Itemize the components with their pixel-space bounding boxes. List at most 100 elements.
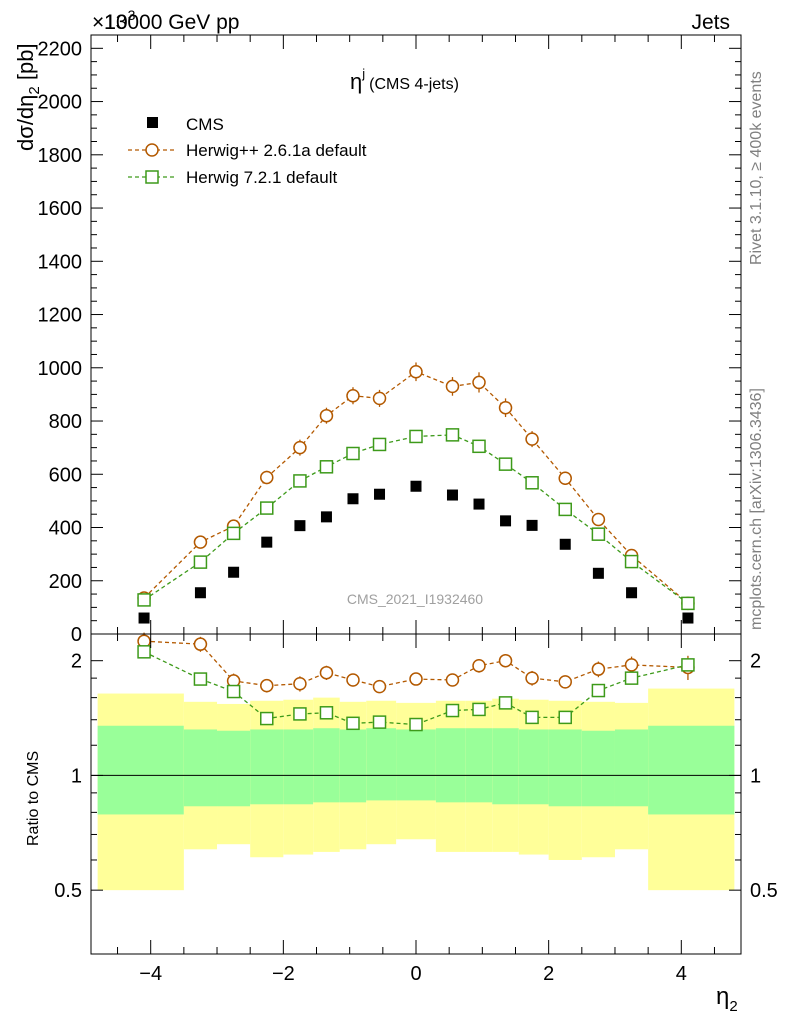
herwig7-point	[558, 502, 572, 517]
herwigpp-point	[591, 512, 606, 527]
herwig7-point	[409, 429, 423, 444]
herwig7-point	[591, 527, 606, 541]
ratio-herwigpp-point	[624, 658, 639, 672]
main-y-tick-label: 2000	[38, 92, 83, 114]
main-y-label: dσ/dη2 [pb]	[13, 43, 43, 151]
ratio-herwig7-point	[319, 706, 334, 720]
process-label: Jets	[691, 11, 730, 34]
ratio-herwig7-point	[558, 710, 572, 725]
herwig7-point	[193, 555, 208, 569]
main-y-tick-label: 200	[49, 571, 82, 593]
ratio-band-inner	[217, 730, 251, 807]
ratio-frame	[90, 633, 742, 955]
herwigpp-point	[193, 535, 208, 549]
herwig7-point	[472, 439, 486, 454]
ratio-band-inner	[97, 725, 184, 815]
herwig7-point	[681, 596, 695, 611]
ratio-y-tick-label: 1	[71, 765, 82, 787]
ratio-herwig7-point	[525, 710, 539, 725]
ratio-herwig7-point	[226, 684, 241, 699]
ratio-herwig7-point	[681, 658, 695, 672]
x-tick-label: −2	[272, 963, 295, 985]
ratio-band-inner	[548, 729, 582, 807]
herwigpp-point	[346, 388, 360, 403]
herwigpp-point	[498, 400, 513, 415]
ratio-band-inner	[435, 728, 466, 803]
herwigpp-point	[372, 391, 387, 406]
herwigpp-point	[260, 470, 274, 485]
ratio-herwigpp-point	[260, 678, 274, 693]
legend-cms-label: CMS	[186, 115, 224, 134]
cms-point	[294, 520, 306, 532]
herwigpp-point	[525, 432, 539, 446]
ratio-herwigpp-point	[409, 672, 423, 686]
main-y-tick-label: 800	[49, 411, 82, 433]
ratio-herwigpp-line	[144, 640, 688, 688]
exponent-label: ×103	[92, 7, 136, 34]
ratio-herwig7-line	[143, 651, 689, 726]
main-y-tick-label: 1400	[38, 251, 83, 273]
herwig7-point	[226, 526, 241, 541]
ratio-herwig7-point	[372, 715, 387, 729]
watermark: CMS_2021_I1932460	[347, 591, 483, 607]
ratio-y-tick-label-right: 1	[750, 765, 761, 787]
x-tick-label: 4	[676, 963, 687, 985]
cms-point	[194, 587, 206, 599]
ratio-herwig7-point	[137, 645, 151, 659]
herwig7-point	[293, 474, 307, 488]
herwig7-point	[260, 501, 274, 515]
cms-point	[410, 480, 422, 492]
cms-point	[320, 511, 332, 523]
main-y-tick-label: 400	[49, 518, 82, 540]
plot-title: ηj(CMS 4-jets)	[350, 66, 459, 94]
herwigpp-point	[319, 408, 334, 423]
ratio-band-inner	[250, 729, 284, 805]
ratio-band-inner	[492, 728, 519, 805]
ratio-herwigpp-point	[591, 662, 606, 676]
ratio-herwig7-point	[346, 716, 360, 731]
cms-point	[446, 489, 458, 501]
legend-herwigpp-label: Herwig++ 2.6.1a default	[186, 141, 367, 160]
cms-point	[626, 587, 638, 599]
herwigpp-point	[445, 379, 460, 394]
herwigpp-point	[558, 471, 572, 486]
cms-point	[261, 536, 273, 548]
ratio-y-tick-label: 0.5	[54, 880, 82, 902]
ratio-herwig7-point	[591, 683, 606, 698]
herwig7-point	[624, 554, 639, 569]
ratio-band-inner	[614, 729, 649, 807]
main-y-tick-label: 1000	[38, 358, 83, 380]
ratio-herwigpp-point	[472, 658, 486, 673]
herwig7-point	[498, 457, 513, 471]
legend-herwigpp-marker	[145, 143, 159, 157]
x-label: η2	[716, 983, 738, 1015]
ratio-band-inner	[518, 729, 549, 805]
main-y-tick-label: 2200	[38, 38, 83, 60]
ratio-band-inner	[396, 729, 436, 801]
herwig7-point	[346, 446, 360, 461]
main-y-tick-label: 1800	[38, 145, 83, 167]
ratio-y-label: Ratio to CMS	[25, 751, 42, 846]
cms-point	[526, 519, 538, 531]
ratio-band-inner	[339, 729, 367, 803]
energy-label: 13000 GeV pp	[104, 11, 239, 34]
herwigpp-point	[293, 440, 307, 455]
ratio-herwigpp-point	[498, 653, 513, 668]
rivet-label: Rivet 3.1.10, ≥ 400k events	[748, 71, 765, 265]
cms-point	[138, 612, 150, 624]
ratio-y-tick-label-right: 0.5	[750, 880, 778, 902]
ratio-herwig7-point	[624, 671, 639, 685]
herwig7-point	[445, 428, 460, 442]
cms-point	[682, 612, 694, 624]
ratio-band-inner	[648, 725, 735, 815]
main-y-tick-label: 1600	[38, 198, 83, 220]
herwig7-point	[525, 476, 539, 490]
x-tick-label: 2	[543, 963, 554, 985]
ratio-herwig7-point	[193, 672, 208, 686]
ratio-band-inner	[183, 729, 218, 807]
ratio-band-inner	[366, 728, 397, 801]
ratio-herwig7-point	[472, 702, 486, 717]
ratio-herwigpp-point	[445, 673, 460, 687]
herwig7-point	[319, 460, 334, 474]
